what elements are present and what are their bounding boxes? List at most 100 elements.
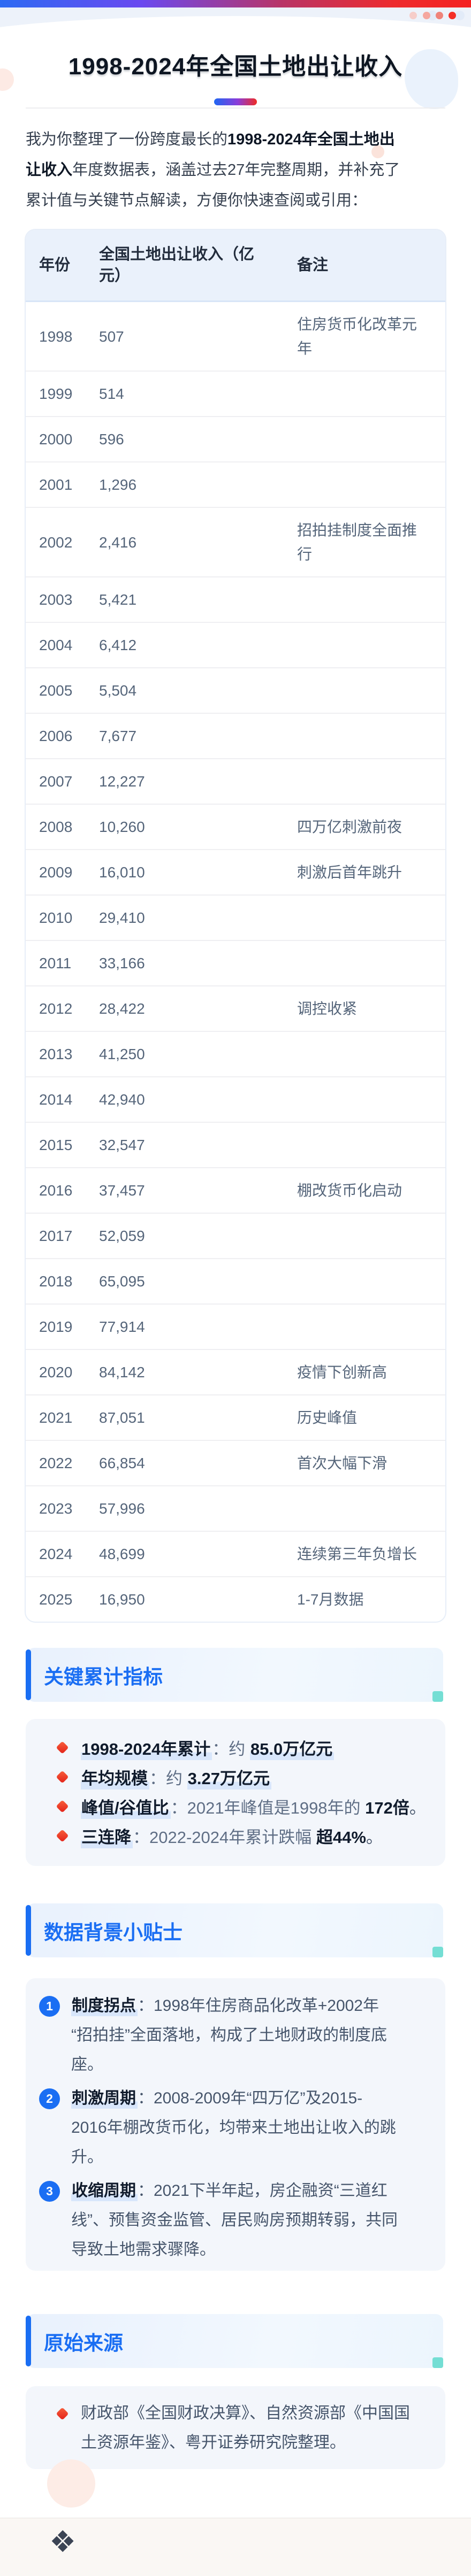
- revenue-cell: 1,296: [99, 476, 137, 493]
- revenue-cell: 16,950: [99, 1591, 145, 1608]
- revenue-cell: 6,412: [99, 637, 137, 653]
- decor-dot: [436, 12, 443, 19]
- year-cell: 2012: [39, 1000, 73, 1017]
- year-cell: 2023: [39, 1500, 73, 1517]
- revenue-cell: 5,421: [99, 591, 137, 608]
- decor-dot: [423, 12, 430, 19]
- indicator-item: 1998-2024年累计：约 85.0万亿元: [39, 1733, 432, 1762]
- year-cell: 2009: [39, 864, 73, 881]
- tip-line: 导致土地需求骤降。: [71, 2241, 216, 2258]
- section-corner-accent: [432, 1947, 443, 1957]
- source-item: 财政部《全国财政决算》、自然资源部《中国国 土资源年鉴》、粤开证券研究院整理。: [39, 2398, 432, 2457]
- decor-dot: [371, 145, 384, 158]
- table-row: 2011 33,166: [26, 941, 445, 986]
- diamond-bullet-icon: [56, 1741, 69, 1754]
- note-cell: 刺激后首年跳升: [297, 864, 402, 881]
- table-row: 2023 57,996: [26, 1486, 445, 1532]
- note-cell: 招拍挂制度全面推行: [297, 522, 417, 562]
- land-revenue-table: 年份 全国土地出让收入（亿元） 备注 1998 507 住房货币化改革元年 19…: [26, 230, 445, 1622]
- column-header-year: 年份: [39, 257, 71, 274]
- page-title: 1998-2024年全国土地出让收入: [68, 53, 403, 80]
- revenue-cell: 2,416: [99, 534, 137, 551]
- revenue-cell: 10,260: [99, 819, 145, 835]
- step-1-badge: 1: [39, 1996, 60, 2017]
- revenue-cell: 32,547: [99, 1137, 145, 1153]
- table-row: 2013 41,250: [26, 1032, 445, 1077]
- note-cell: 住房货币化改革元年: [297, 316, 417, 357]
- table-row: 2005 5,504: [26, 668, 445, 714]
- revenue-cell: 7,677: [99, 728, 137, 744]
- intro-line: 累计值与关键节点解读，方便你快速查阅或引用：: [26, 186, 445, 216]
- tip-rest: ：2008-2009年“四万亿”及2015-: [138, 2089, 363, 2107]
- year-cell: 2013: [39, 1046, 73, 1062]
- title-underline: [214, 98, 257, 105]
- note-cell: 历史峰值: [297, 1409, 358, 1426]
- table-row: 2010 29,410: [26, 896, 445, 941]
- tip-lead: 制度拐点: [71, 1997, 138, 2016]
- tip-rest: ：2021下半年起，房企融资“三道红: [138, 2182, 388, 2200]
- revenue-cell: 514: [99, 385, 124, 402]
- note-cell: 疫情下创新高: [297, 1364, 388, 1380]
- year-cell: 1998: [39, 328, 73, 345]
- tip-line: 2016年棚改货币化，均带来土地出让收入的跳: [71, 2119, 396, 2137]
- revenue-cell: 41,250: [99, 1046, 145, 1062]
- revenue-cell: 57,996: [99, 1500, 145, 1517]
- year-cell: 2019: [39, 1318, 73, 1335]
- intro-text: 累计值与关键节点解读，方便你快速查阅或引用：: [26, 192, 368, 209]
- section-accent-bar: [26, 1905, 31, 1956]
- year-cell: 2007: [39, 773, 73, 790]
- indicator-lead: 三连降: [81, 1828, 133, 1848]
- tip-lead: 刺激周期: [71, 2089, 138, 2109]
- intro-line: 我为你整理了一份跨度最长的1998-2024年全国土地出: [26, 125, 445, 155]
- year-cell: 2011: [39, 955, 72, 971]
- table-row: 2001 1,296: [26, 462, 445, 508]
- intro-paragraph: 我为你整理了一份跨度最长的1998-2024年全国土地出 让收入年度数据表，涵盖…: [26, 125, 445, 216]
- decor-dot-halo: [455, 11, 465, 20]
- year-cell: 2000: [39, 431, 73, 448]
- indicator-lead: 峰值/谷值比: [81, 1799, 171, 1819]
- year-cell: 2015: [39, 1137, 73, 1153]
- section-heading-tips: 数据背景小贴士: [26, 1903, 443, 1957]
- step-3-badge: 3: [39, 2181, 60, 2202]
- indicators-panel: 1998-2024年累计：约 85.0万亿元 年均规模：约 3.27万亿元 峰值…: [26, 1719, 445, 1866]
- decor-dot: [449, 12, 456, 19]
- revenue-cell: 87,051: [99, 1409, 145, 1426]
- year-cell: 2020: [39, 1364, 73, 1380]
- section-heading-indicators: 关键累计指标: [26, 1648, 443, 1702]
- table-row: 2017 52,059: [26, 1214, 445, 1259]
- tip-text: 制度拐点 ：1998年住房商品化改革+2002年 “招拍挂”全面落地，构成了土地财…: [71, 1991, 387, 2079]
- revenue-cell: 52,059: [99, 1228, 145, 1244]
- intro-bold-text: 1998-2024年全国土地出: [227, 131, 395, 148]
- revenue-cell: 77,914: [99, 1318, 145, 1335]
- note-cell: 首次大幅下滑: [297, 1455, 388, 1471]
- table-row: 2020 84,142 疫情下创新高: [26, 1350, 445, 1395]
- year-cell: 1999: [39, 385, 73, 402]
- revenue-cell: 66,854: [99, 1455, 145, 1471]
- divider-line: [26, 107, 445, 109]
- tip-item: 2 刺激周期 ：2008-2009年“四万亿”及2015- 2016年棚改货币化，…: [39, 2084, 432, 2172]
- year-cell: 2016: [39, 1182, 73, 1199]
- note-cell: 棚改货币化启动: [297, 1182, 402, 1199]
- table-row: 2022 66,854 首次大幅下滑: [26, 1441, 445, 1486]
- tip-line: 线”、预售资金监管、居民购房预期转弱，共同: [71, 2211, 398, 2229]
- year-cell: 2008: [39, 819, 73, 835]
- diamond-bullet-icon: [56, 1770, 69, 1784]
- indicator-item: 三连降：2022-2024年累计跌幅 超44%。: [39, 1821, 432, 1850]
- year-cell: 2017: [39, 1228, 73, 1244]
- indicator-mid: ：2022-2024年累计跌幅: [133, 1828, 316, 1847]
- column-header-note: 备注: [297, 257, 329, 274]
- year-cell: 2003: [39, 591, 73, 608]
- indicator-value: 3.27万亿元: [187, 1769, 271, 1790]
- year-cell: 2024: [39, 1546, 73, 1562]
- revenue-cell: 65,095: [99, 1273, 145, 1290]
- intro-line: 让收入年度数据表，涵盖过去27年完整周期，并补充了: [26, 155, 445, 186]
- section-corner-accent: [432, 2357, 443, 2368]
- decor-dot: [409, 12, 417, 19]
- intro-text: 我为你整理了一份跨度最长的: [26, 131, 228, 148]
- table-row: 2015 32,547: [26, 1123, 445, 1168]
- section-heading-sources: 原始来源: [26, 2314, 443, 2368]
- table-row: 2019 77,914: [26, 1305, 445, 1350]
- intro-bold-text: 让收入: [26, 161, 73, 179]
- table-row: 1999 514: [26, 372, 445, 417]
